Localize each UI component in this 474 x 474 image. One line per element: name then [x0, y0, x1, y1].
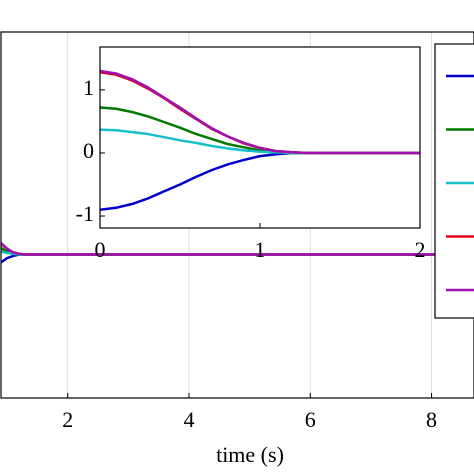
x-tick-label: 8 [426, 407, 437, 432]
x-tick-label: 6 [305, 407, 316, 432]
series-line [100, 69, 420, 155]
y-tick-label: 1 [83, 75, 94, 100]
x-tick-label: 2 [62, 407, 73, 432]
x-tick-label: 2 [415, 237, 426, 262]
x-axis-label: time (s) [216, 442, 284, 467]
legend-box [434, 43, 474, 319]
y-tick-label: -1 [76, 201, 94, 226]
x-tick-label: 4 [183, 407, 194, 432]
x-tick-label: 0 [95, 237, 106, 262]
series-line [1, 241, 474, 256]
x-tick-label: 1 [255, 237, 266, 262]
plot-area [100, 47, 420, 228]
y-tick-label: 0 [83, 138, 94, 163]
plot-frame [0, 31, 474, 399]
plot-frame [99, 46, 421, 229]
